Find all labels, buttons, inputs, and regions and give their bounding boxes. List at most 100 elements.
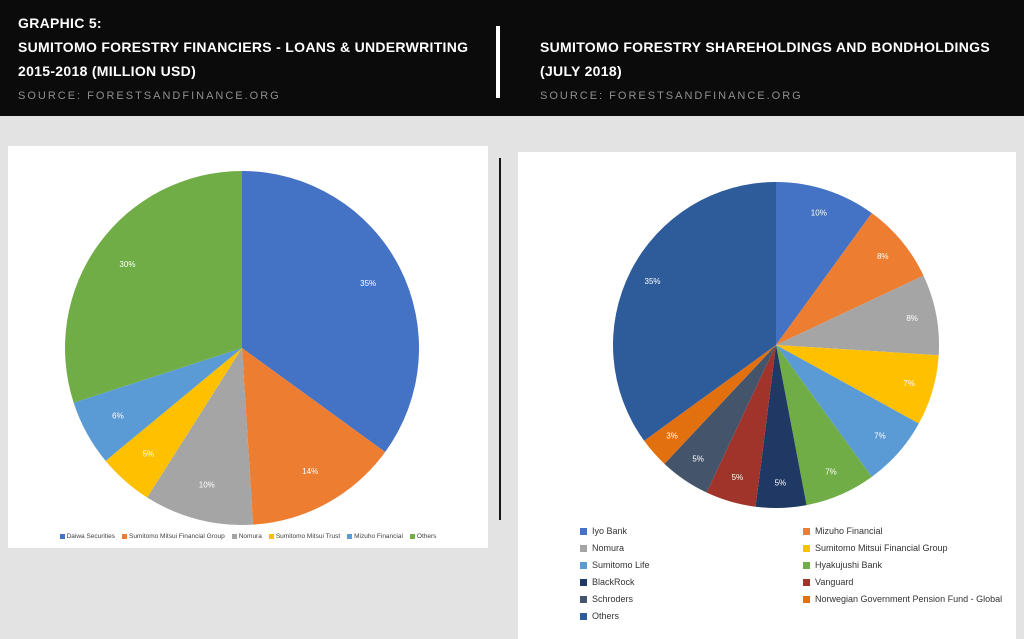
legend-label: Hyakujushi Bank — [815, 560, 883, 570]
legend-label: Others — [592, 611, 620, 621]
slice-value-label: 8% — [877, 252, 889, 261]
legend-item: Sumitomo Mitsui Trust — [268, 533, 341, 540]
pie-slice-3 — [776, 345, 939, 424]
legend-label: Sumitomo Life — [592, 560, 650, 570]
legend-swatch — [580, 544, 587, 552]
legend-item: Vanguard — [803, 577, 1002, 587]
legend-item: Sumitomo Mitsui Financial Group — [803, 543, 1002, 553]
legend-label: Nomura — [592, 543, 625, 553]
legend-label: Norwegian Government Pension Fund - Glob… — [815, 594, 1003, 604]
right-chart-title-line1: SUMITOMO FORESTRY SHAREHOLDINGS AND BOND… — [540, 39, 990, 55]
legend-swatch — [268, 534, 274, 539]
legend-item: Sumitomo Mitsui Financial Group — [121, 533, 225, 540]
legend-item: Hyakujushi Bank — [803, 560, 1002, 570]
pie-slice-4 — [73, 348, 242, 461]
legend-swatch — [580, 612, 587, 620]
legend-swatch — [580, 578, 587, 586]
legend-swatch — [803, 527, 810, 535]
legend-swatch — [580, 561, 587, 569]
legend-label: Sumitomo Mitsui Financial Group — [128, 533, 225, 540]
slice-value-label: 10% — [811, 208, 827, 217]
legend-label: Mizuho Financial — [815, 526, 883, 536]
legend-item: Schroders — [580, 594, 795, 604]
legend-label: Iyo Bank — [592, 526, 628, 536]
slice-value-label: 8% — [906, 314, 918, 323]
header-right: SUMITOMO FORESTRY SHAREHOLDINGS AND BOND… — [540, 35, 1010, 108]
legend-swatch — [231, 534, 237, 539]
legend-label: Sumitomo Mitsui Financial Group — [815, 543, 948, 553]
legend-item: Iyo Bank — [580, 526, 795, 536]
header: GRAPHIC 5: SUMITOMO FORESTRY FINANCIERS … — [0, 0, 1024, 116]
pie-slice-10 — [613, 182, 776, 441]
left-chart-title-line1: SUMITOMO FORESTRY FINANCIERS - LOANS & U… — [18, 39, 469, 55]
pie-slice-1 — [242, 348, 386, 525]
right-chart-panel: 10% 8% 8% 7% 7% 7% 5% 5% 5% 3% 35% Iyo Bank Mizuho … — [518, 152, 1016, 639]
right-chart-legend: Iyo Bank Mizuho Financial Nomura Sumitomo M… — [580, 526, 1003, 621]
legend-label: Mizuho Financial — [354, 533, 403, 540]
legend-item: Mizuho Financial — [803, 526, 1002, 536]
header-left: GRAPHIC 5: SUMITOMO FORESTRY FINANCIERS … — [18, 11, 483, 108]
pie-slice-6 — [755, 345, 807, 508]
right-chart-source: SOURCE: FORESTSANDFINANCE.ORG — [540, 90, 803, 102]
pie-slice-3 — [105, 348, 242, 498]
left-chart-legend: Daiwa Securities Sumitomo Mitsui Financia… — [8, 533, 488, 540]
pie-slice-7 — [706, 345, 776, 507]
pie-slice-2 — [147, 348, 254, 525]
charts-divider — [499, 158, 501, 520]
legend-item: Others — [580, 611, 795, 621]
legend-swatch — [803, 561, 810, 569]
legend-swatch — [803, 578, 810, 586]
pie-slice-4 — [776, 345, 919, 477]
pie-slice-2 — [776, 275, 939, 356]
legend-label: BlackRock — [592, 577, 635, 587]
legend-item: Mizuho Financial — [347, 533, 403, 540]
legend-label: Vanguard — [815, 577, 854, 587]
graphic-label: GRAPHIC 5: — [18, 15, 102, 31]
slice-value-label: 3% — [666, 432, 678, 441]
legend-item: Nomura — [580, 543, 795, 553]
pie-slice-8 — [664, 345, 776, 493]
slice-value-label: 5% — [775, 479, 787, 488]
left-chart-panel: 35% 14% 10% 5% 6% 30% Daiwa Securities Sumitom… — [8, 146, 488, 548]
legend-item: BlackRock — [580, 577, 795, 587]
slice-value-label: 10% — [199, 480, 215, 489]
legend-swatch — [803, 595, 810, 603]
pie-slice-9 — [644, 345, 776, 464]
pie-slice-5 — [776, 345, 872, 506]
slice-value-label: 5% — [732, 473, 744, 482]
legend-label: Nomura — [238, 533, 262, 540]
pie-slice-0 — [776, 182, 872, 345]
legend-label: Daiwa Securities — [66, 533, 115, 540]
right-pie-chart: 10% 8% 8% 7% 7% 7% 5% 5% 5% 3% 35% — [613, 182, 939, 508]
slice-value-label: 6% — [112, 411, 124, 420]
left-pie-chart: 35% 14% 10% 5% 6% 30% — [64, 171, 419, 525]
legend-swatch — [59, 534, 65, 539]
slice-value-label: 5% — [143, 449, 155, 458]
legend-swatch — [347, 534, 353, 539]
legend-swatch — [580, 595, 587, 603]
legend-swatch — [409, 534, 415, 539]
right-chart-title-line2: (JULY 2018) — [540, 63, 622, 79]
slice-value-label: 7% — [874, 432, 886, 441]
legend-swatch — [803, 544, 810, 552]
legend-label: Schroders — [592, 594, 634, 604]
legend-label: Others — [416, 533, 437, 540]
slice-value-label: 7% — [903, 379, 915, 388]
pie-slice-0 — [242, 171, 419, 453]
legend-item: Nomura — [231, 533, 262, 540]
slice-value-label: 30% — [119, 260, 135, 269]
slice-value-label: 35% — [360, 279, 376, 288]
pie-slice-1 — [776, 213, 924, 345]
legend-item: Sumitomo Life — [580, 560, 795, 570]
slice-value-label: 5% — [692, 455, 704, 464]
slice-value-label: 14% — [302, 467, 318, 476]
pie-slice-5 — [64, 171, 242, 403]
legend-swatch — [580, 527, 587, 535]
legend-item: Daiwa Securities — [59, 533, 115, 540]
legend-label: Sumitomo Mitsui Trust — [275, 533, 341, 540]
slice-value-label: 7% — [825, 467, 837, 476]
header-divider — [496, 26, 500, 98]
legend-swatch — [121, 534, 127, 539]
legend-item: Others — [409, 533, 437, 540]
